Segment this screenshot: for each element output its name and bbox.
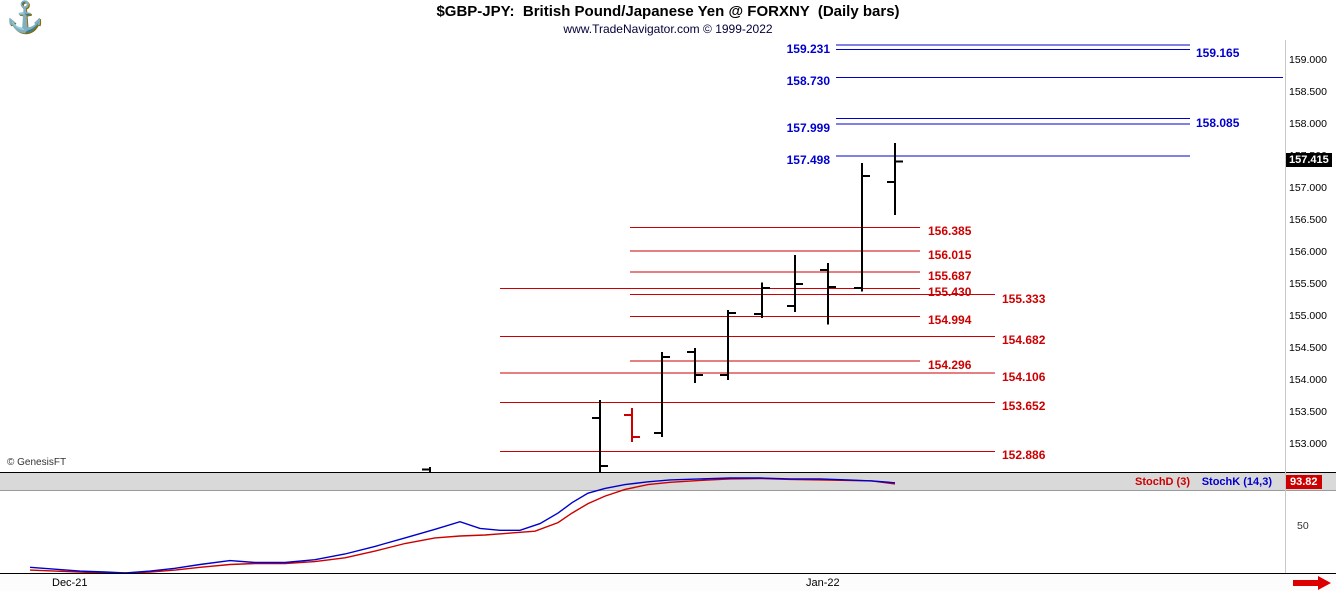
pane-splitter[interactable] [0, 472, 1336, 491]
genesisft-logo-icon: ⚓ [6, 1, 44, 34]
stoch-last-value-badge: 93.82 [1286, 475, 1322, 489]
date-axis-label: Dec-21 [52, 577, 88, 589]
date-axis-label: Jan-22 [806, 577, 840, 589]
stoch-axis-50-label: 50 [1297, 519, 1309, 532]
stochd-line [29, 477, 896, 574]
last-price-badge: 157.415 [1286, 153, 1332, 168]
chart-title: $GBP-JPY: British Pound/Japanese Yen @ F… [436, 3, 900, 20]
stochd-indicator-label: StochD (3) [1135, 476, 1190, 488]
stochk-line [29, 477, 896, 574]
ohlc-bars [422, 143, 903, 472]
chart-subtitle: www.TradeNavigator.com © 1999-2022 [563, 22, 773, 36]
scroll-right-button[interactable] [1293, 576, 1333, 590]
right-arrow-icon [1293, 576, 1331, 590]
genesisft-watermark: © GenesisFT [7, 457, 67, 468]
date-axis: Dec-21 Jan-22 [0, 573, 1336, 591]
stochk-indicator-label: StochK (14,3) [1201, 476, 1272, 488]
